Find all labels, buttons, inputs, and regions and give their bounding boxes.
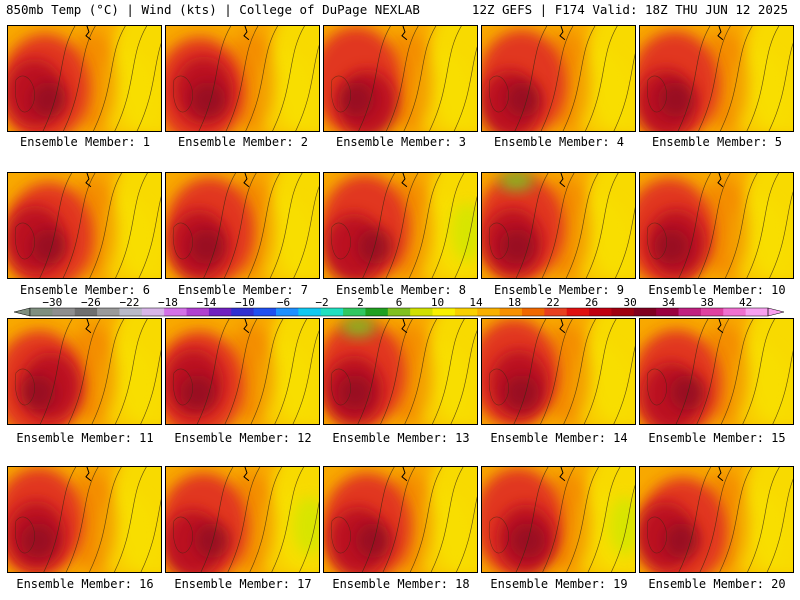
colorbar-tick-label: −18 [158,296,178,309]
colorbar-bin [320,308,344,316]
colorbar-tick-label: 18 [508,296,521,309]
colorbar-bin [365,308,389,316]
colorbar-tick-label: −30 [42,296,62,309]
ensemble-member-map [7,25,162,132]
ensemble-member-map [481,318,636,425]
colorbar-bin [208,308,232,316]
ensemble-member-label: Ensemble Member: 11 [16,431,154,445]
colorbar-bin [186,308,210,316]
ensemble-member-label: Ensemble Member: 20 [648,577,786,591]
colorbar-tick-label: −14 [196,296,216,309]
colorbar-bin [723,308,747,316]
ensemble-member-label: Ensemble Member: 16 [16,577,154,591]
ensemble-member-map [639,466,794,573]
ensemble-member-label: Ensemble Member: 4 [493,135,625,149]
ensemble-member-label: Ensemble Member: 12 [174,431,312,445]
ensemble-member-map [165,466,320,573]
colorbar-bin [343,308,366,316]
colorbar-tick-label: −2 [315,296,328,309]
colorbar-bin [633,308,657,316]
map-title: 850mb Temp (°C) | Wind (kts) | College o… [6,2,420,17]
ensemble-member-label: Ensemble Member: 7 [177,283,309,297]
ensemble-member-map [7,466,162,573]
ensemble-member-map [639,318,794,425]
ensemble-member-label: Ensemble Member: 18 [332,577,470,591]
colorbar-bin [678,308,702,316]
ensemble-member-label: Ensemble Member: 15 [648,431,786,445]
colorbar-bin [298,308,322,316]
colorbar-max-arrow [767,307,785,317]
colorbar-tick-label: 10 [431,296,444,309]
colorbar-bin [477,308,501,316]
colorbar-tick-label: 34 [662,296,676,309]
colorbar-bin [522,308,545,316]
colorbar-bin [119,308,143,316]
ensemble-member-map [639,172,794,279]
ensemble-member-map [481,466,636,573]
colorbar-tick-label: 30 [623,296,636,309]
ensemble-member-map [7,172,162,279]
ensemble-member-label: Ensemble Member: 2 [177,135,309,149]
ensemble-member-label: Ensemble Member: 14 [490,431,628,445]
ensemble-member-label: Ensemble Member: 6 [19,283,151,297]
ensemble-member-label: Ensemble Member: 9 [493,283,625,297]
colorbar-tick-label: 22 [546,296,559,309]
colorbar-bin [611,308,635,316]
colorbar-bin [231,308,255,316]
colorbar-bin [566,308,590,316]
ensemble-member-label: Ensemble Member: 5 [651,135,783,149]
colorbar-bin [589,308,612,316]
colorbar-bin [52,308,76,316]
colorbar-bin [387,308,411,316]
colorbar-tick-label: 2 [357,296,364,309]
colorbar-tick-label: −26 [81,296,101,309]
colorbar-tick-label: 38 [700,296,713,309]
colorbar-bin [700,308,724,316]
colorbar-bin [253,308,277,316]
colorbar-bin [432,308,456,316]
colorbar-bin [74,308,98,316]
temperature-colorbar: −30 −26 −22 −18 −14 −10 −6 −2 2 6 10 14 18 22 26 30 34 38… [13,296,785,317]
ensemble-member-map [481,25,636,132]
ensemble-member-map [165,318,320,425]
ensemble-member-map [323,25,478,132]
ensemble-member-map [639,25,794,132]
colorbar-bin [454,308,478,316]
ensemble-member-map [165,25,320,132]
ensemble-member-label: Ensemble Member: 3 [335,135,467,149]
ensemble-member-label: Ensemble Member: 8 [335,283,467,297]
model-valid-time: 12Z GEFS | F174 Valid: 18Z THU JUN 12 20… [471,2,788,17]
ensemble-member-label: Ensemble Member: 19 [490,577,628,591]
colorbar-tick-label: 6 [396,296,403,309]
ensemble-member-map [165,172,320,279]
ensemble-member-label: Ensemble Member: 13 [332,431,470,445]
colorbar-bin [544,308,568,316]
colorbar-bin [410,308,434,316]
colorbar-bin [745,308,769,316]
ensemble-member-map [7,318,162,425]
ensemble-member-map [323,318,478,425]
colorbar-tick-label: 26 [585,296,598,309]
colorbar-min-arrow [13,307,31,317]
colorbar-tick-label: −6 [277,296,290,309]
colorbar-bin [30,308,53,316]
colorbar-bin [276,308,299,316]
ensemble-member-map [323,466,478,573]
ensemble-member-map [481,172,636,279]
ensemble-member-map [323,172,478,279]
colorbar-bin [499,308,523,316]
ensemble-member-label: Ensemble Member: 1 [19,135,151,149]
colorbar-tick-label: 42 [739,296,752,309]
colorbar-bin [164,308,188,316]
ensemble-member-label: Ensemble Member: 10 [648,283,786,297]
colorbar-tick-label: 14 [469,296,483,309]
colorbar-tick-label: −22 [119,296,139,309]
colorbar-bin [656,308,680,316]
colorbar-bin [97,308,120,316]
colorbar-bin [141,308,165,316]
colorbar-tick-label: −10 [235,296,255,309]
ensemble-member-label: Ensemble Member: 17 [174,577,312,591]
